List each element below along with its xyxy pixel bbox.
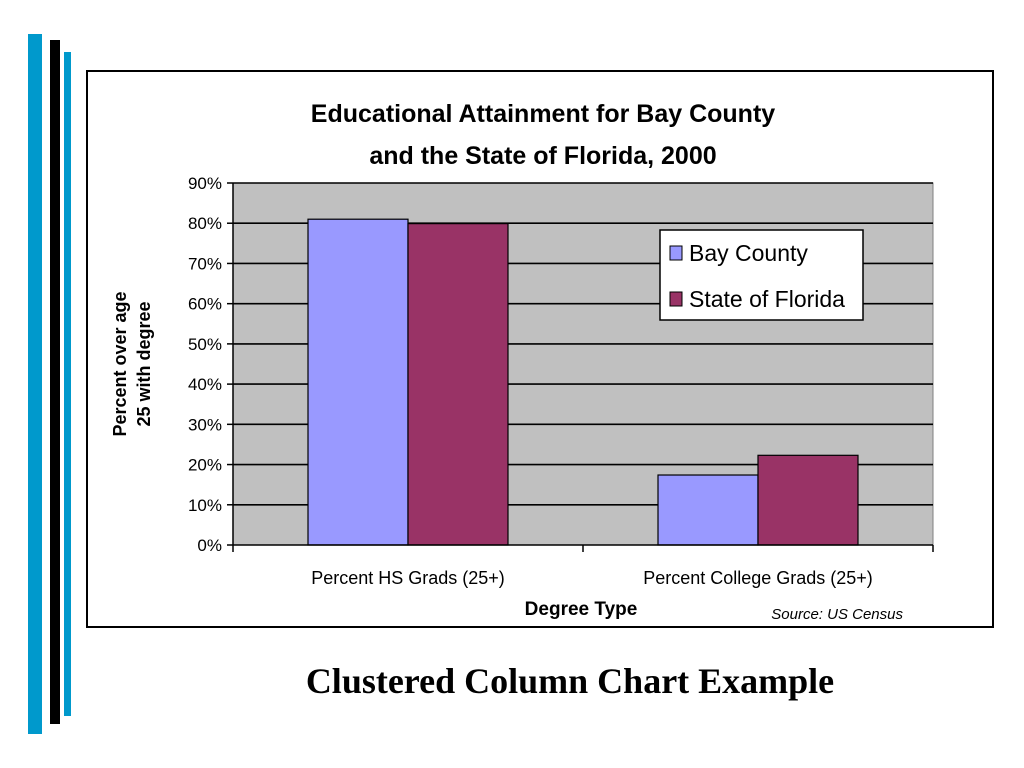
chart-title-line2: and the State of Florida, 2000: [369, 142, 716, 170]
y-tick-label: 0%: [197, 536, 222, 555]
left-thin-blue-bar: [64, 52, 71, 716]
chart: Educational Attainment for Bay County an…: [110, 100, 934, 623]
y-tick-label: 10%: [188, 496, 222, 515]
bar-state-of-florida-2: [757, 454, 859, 546]
chart-frame: Educational Attainment for Bay County an…: [86, 70, 994, 628]
y-axis-label-line2: 25 with degree: [134, 301, 154, 426]
legend-swatch-state-of-florida: [669, 291, 683, 307]
y-tick-label: 80%: [188, 214, 222, 233]
x-tick-label: Percent College Grads (25+): [643, 568, 873, 588]
left-blue-bar: [28, 34, 42, 734]
slide-caption: Clustered Column Chart Example: [305, 661, 835, 701]
y-tick-label: 50%: [188, 335, 222, 354]
y-tick-label: 70%: [188, 254, 222, 273]
x-axis-label: Degree Type: [525, 599, 638, 620]
legend-label-state-of-florida: State of Florida: [689, 286, 845, 312]
y-tick-label: 40%: [188, 375, 222, 394]
y-axis-label-line1: Percent over age: [110, 291, 130, 436]
chart-title-line1: Educational Attainment for Bay County: [311, 100, 775, 128]
legend-label-bay-county: Bay County: [689, 240, 808, 266]
bar-bay-county-2: [657, 474, 759, 546]
y-tick-label: 20%: [188, 456, 222, 475]
x-tick-label: Percent HS Grads (25+): [311, 568, 505, 588]
legend-box: [659, 229, 864, 321]
legend-swatch-bay-county: [669, 245, 683, 261]
y-tick-label: 60%: [188, 295, 222, 314]
bar-bay-county-1: [307, 218, 409, 546]
bar-state-of-florida-1: [407, 223, 509, 546]
y-tick-label: 90%: [188, 174, 222, 193]
legend: Bay County State of Florida: [659, 229, 864, 321]
left-black-bar: [50, 40, 60, 724]
source-note: Source: US Census: [771, 606, 903, 623]
y-tick-label: 30%: [188, 415, 222, 434]
